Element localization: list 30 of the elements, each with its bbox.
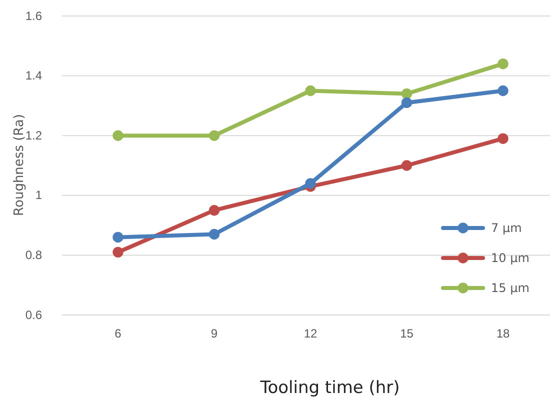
x-tick-label: 9: [210, 326, 218, 341]
point: [305, 85, 316, 96]
x-tick-label: 12: [304, 326, 318, 341]
y-tick-label: 0.6: [25, 308, 42, 322]
point: [401, 97, 412, 108]
x-tick-label: 15: [400, 326, 414, 341]
point: [498, 85, 508, 96]
point: [401, 160, 412, 171]
point: [208, 228, 220, 240]
point: [305, 178, 316, 189]
legend-label: 15 µm: [491, 281, 530, 295]
x-axis-title: Tooling time (hr): [259, 378, 400, 398]
point: [498, 58, 508, 70]
point: [112, 232, 124, 243]
y-tick-label: 0.8: [25, 248, 42, 262]
point: [112, 246, 124, 258]
legend-label: 10 µm: [491, 251, 530, 265]
point: [208, 205, 220, 216]
x-tick-label: 18: [496, 326, 510, 341]
point: [401, 88, 412, 100]
point: [208, 130, 220, 141]
x-tick-label: 6: [114, 326, 122, 341]
point: [112, 130, 124, 141]
legend-label: 7 µm: [491, 221, 522, 235]
point: [498, 133, 508, 144]
y-tick-label: 1.6: [25, 8, 42, 23]
y-axis-title: Roughness (Ra): [12, 114, 27, 216]
y-tick-label: 1.4: [25, 68, 42, 83]
y-tick-label: 1: [35, 188, 42, 202]
y-tick-label: 1.2: [25, 128, 42, 142]
